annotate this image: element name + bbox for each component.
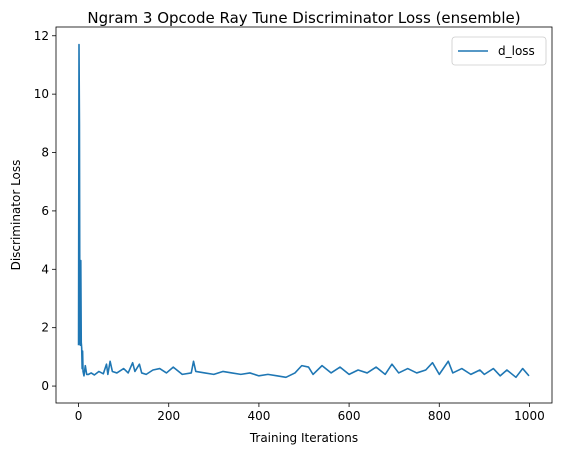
legend: d_loss bbox=[451, 36, 547, 66]
x-tick-label: 1000 bbox=[514, 409, 545, 423]
y-tick-label: 10 bbox=[34, 87, 49, 101]
x-tick-label: 200 bbox=[157, 409, 180, 423]
y-tick-label: 4 bbox=[41, 262, 49, 276]
x-axis-label: Training Iterations bbox=[249, 431, 358, 445]
y-axis-label: Discriminator Loss bbox=[9, 160, 23, 271]
d-loss-series-line bbox=[77, 43, 530, 379]
x-tick-label: 600 bbox=[338, 409, 361, 423]
plot-area-frame bbox=[55, 26, 553, 404]
y-tick-label: 0 bbox=[41, 379, 49, 393]
y-tick-label: 12 bbox=[34, 29, 49, 43]
x-tick-label: 400 bbox=[247, 409, 270, 423]
x-tick-label: 800 bbox=[428, 409, 451, 423]
y-tick-label: 2 bbox=[41, 321, 49, 335]
x-tick-label: 0 bbox=[75, 409, 83, 423]
legend-label-d-loss: d_loss bbox=[498, 44, 535, 58]
y-tick-label: 8 bbox=[41, 146, 49, 160]
y-axis-ticks: 0 2 4 6 8 10 12 bbox=[34, 29, 56, 393]
legend-box bbox=[451, 36, 547, 66]
x-axis-ticks: 0 200 400 600 800 1000 bbox=[75, 403, 545, 423]
y-tick-label: 6 bbox=[41, 204, 49, 218]
chart-title: Ngram 3 Opcode Ray Tune Discriminator Lo… bbox=[87, 9, 520, 27]
